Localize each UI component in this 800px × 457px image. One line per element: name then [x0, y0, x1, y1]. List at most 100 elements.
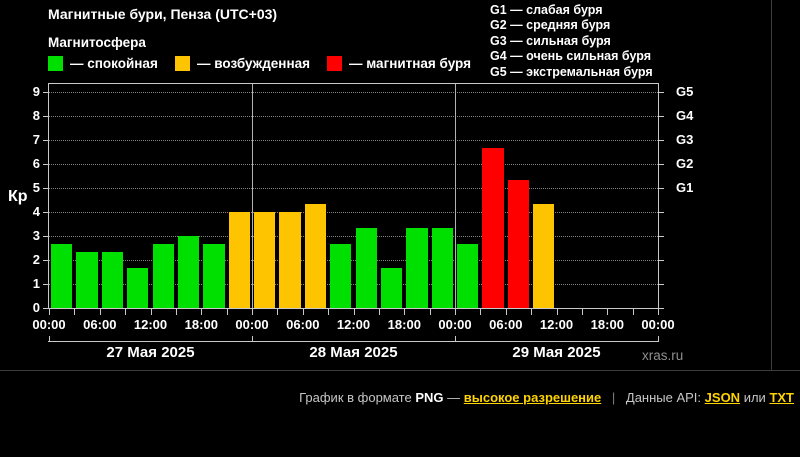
- legend-item-quiet: — спокойная: [48, 55, 158, 71]
- horizontal-divider: [0, 370, 800, 371]
- plot-area: [48, 83, 659, 309]
- x-tick-mark: [175, 309, 177, 315]
- kp-bar: [355, 228, 377, 308]
- y-axis-label: Кр: [8, 188, 28, 205]
- x-tick-mark: [252, 309, 253, 315]
- x-tick-mark: [480, 309, 482, 315]
- gridline-kp-6: [49, 164, 658, 165]
- y-tick-mark: [43, 92, 48, 93]
- y-tick-label: 0: [32, 300, 40, 315]
- x-tick-mark: [49, 309, 50, 315]
- quiet-color-swatch: [48, 55, 63, 71]
- y-tick-label: 7: [32, 132, 40, 147]
- x-tick-label: 18:00: [184, 317, 218, 332]
- storm-color-swatch: [327, 55, 342, 71]
- gridline-kp-9: [49, 92, 658, 93]
- x-tick-label: 00:00: [235, 317, 269, 332]
- chart-image: [771, 0, 772, 370]
- date-bracket-tick: [455, 336, 456, 341]
- footer-links-row: График в формате PNG — высокое разрешени…: [299, 390, 794, 405]
- legend-label: — спокойная: [70, 55, 158, 71]
- y-tick-mark: [43, 140, 48, 141]
- x-tick-mark: [226, 309, 228, 315]
- g-axis-label: G2: [676, 156, 694, 171]
- kp-bar: [177, 236, 200, 308]
- y-tick-mark: [43, 188, 48, 189]
- x-tick-mark: [74, 309, 76, 315]
- kp-bar: [482, 147, 504, 308]
- y-tick-label: 1: [32, 276, 40, 291]
- y-tick-mark: [659, 188, 664, 189]
- y-tick-mark: [659, 116, 664, 117]
- y-tick-label: 5: [32, 180, 40, 195]
- kp-bar: [152, 243, 174, 308]
- y-tick-mark: [659, 140, 664, 141]
- page-title: Магнитные бури, Пенза (UTC+03): [48, 6, 278, 22]
- g-axis-label: G4: [676, 108, 694, 123]
- x-tick-mark: [505, 309, 507, 315]
- y-tick-label: 8: [32, 108, 40, 123]
- legend-label: — магнитная буря: [349, 55, 471, 71]
- date-label: 27 Мая 2025: [106, 344, 195, 361]
- y-tick-label: 4: [32, 204, 40, 219]
- date-bracket-tick: [252, 336, 253, 341]
- date-bracket-tick: [49, 336, 50, 341]
- x-tick-label: 00:00: [32, 317, 66, 332]
- legend-label: — возбужденная: [197, 55, 310, 71]
- y-tick-mark: [43, 308, 48, 309]
- x-tick-label: 00:00: [438, 317, 472, 332]
- x-tick-mark: [658, 309, 659, 315]
- txt-api-link[interactable]: TXT: [769, 390, 794, 405]
- kp-bar: [380, 267, 403, 308]
- g-legend-line: G2 — средняя буря: [490, 18, 611, 33]
- x-tick-mark: [607, 309, 609, 315]
- x-tick-mark: [531, 309, 533, 315]
- y-tick-label: 6: [32, 156, 40, 171]
- x-tick-mark: [150, 309, 152, 315]
- x-tick-label: 18:00: [387, 317, 421, 332]
- x-tick-label: 06:00: [286, 317, 320, 332]
- x-tick-mark: [632, 309, 634, 315]
- kp-bar: [101, 252, 124, 308]
- day-separator: [252, 84, 253, 308]
- or-label: или: [743, 390, 766, 405]
- g-axis-label: G1: [676, 180, 694, 195]
- date-bracket-tick: [658, 336, 659, 341]
- high-resolution-link[interactable]: высокое разрешение: [463, 390, 602, 405]
- footer-separator: |: [611, 390, 616, 405]
- y-tick-mark: [659, 284, 664, 285]
- json-api-link[interactable]: JSON: [704, 390, 741, 405]
- x-tick-mark: [455, 309, 456, 315]
- x-tick-mark: [581, 309, 583, 315]
- x-tick-label: 06:00: [489, 317, 523, 332]
- kp-bar: [228, 212, 250, 308]
- day-separator: [455, 84, 456, 308]
- kp-bar: [406, 228, 428, 308]
- chart-subtitle: Магнитосфера: [48, 35, 146, 50]
- x-tick-mark: [99, 309, 101, 315]
- x-tick-mark: [353, 309, 355, 315]
- watermark: xras.ru: [642, 348, 684, 363]
- footer-dash: —: [447, 390, 461, 405]
- x-tick-mark: [404, 309, 406, 315]
- x-tick-label: 12:00: [336, 317, 371, 332]
- x-tick-label: 06:00: [83, 317, 117, 332]
- kp-bar: [304, 204, 327, 308]
- kp-bar: [254, 212, 276, 308]
- png-format-label: PNG: [415, 390, 444, 405]
- x-tick-mark: [302, 309, 304, 315]
- gridline-kp-1: [49, 284, 658, 285]
- y-tick-label: 9: [32, 84, 40, 99]
- excited-color-swatch: [175, 55, 190, 71]
- y-tick-mark: [659, 236, 664, 237]
- legend-item-excited: — возбужденная: [175, 55, 310, 71]
- x-tick-label: 00:00: [641, 317, 675, 332]
- kp-bar: [330, 243, 352, 308]
- kp-bar: [279, 212, 301, 308]
- x-tick-label: 12:00: [539, 317, 574, 332]
- legend-item-storm: — магнитная буря: [327, 55, 471, 71]
- y-tick-mark: [43, 116, 48, 117]
- gridline-kp-4: [49, 212, 658, 213]
- g-legend-line: G1 — слабая буря: [490, 3, 603, 17]
